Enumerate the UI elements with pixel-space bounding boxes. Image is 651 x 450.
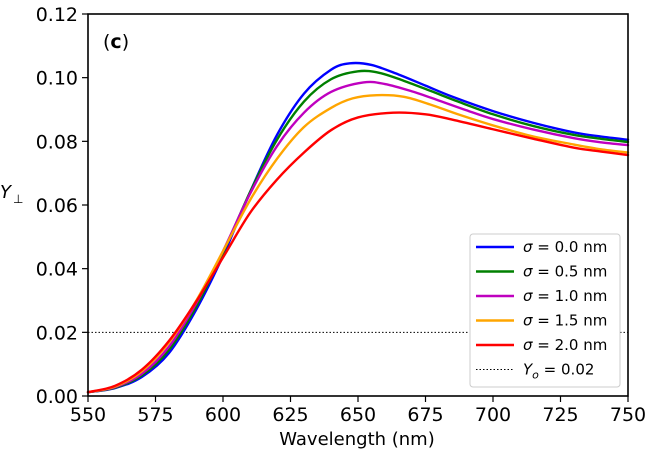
- panel-label: (c): [103, 31, 129, 53]
- y-tick-label: 0.02: [36, 322, 78, 344]
- x-tick-label: 725: [542, 404, 578, 426]
- series-line-4: [86, 111, 630, 394]
- series-line-1: [86, 69, 630, 394]
- legend-label-4: σ = 2.0 nm: [523, 336, 607, 354]
- x-tick-label: 600: [205, 404, 241, 426]
- series-line-2: [86, 80, 630, 394]
- legend-label-3: σ = 1.5 nm: [523, 312, 607, 330]
- x-tick-label: 550: [70, 404, 106, 426]
- x-tick-label: 625: [272, 404, 308, 426]
- x-tick-label: 650: [340, 404, 376, 426]
- y-tick-label: 0.12: [36, 4, 78, 26]
- legend: σ = 0.0 nm σ = 0.5 nm σ = 1.0 nm σ = 1.5 nm…: [469, 233, 621, 388]
- y-tick-label: 0.00: [36, 386, 78, 408]
- x-axis-label: Wavelength (nm): [279, 429, 435, 450]
- legend-label-2: σ = 1.0 nm: [523, 287, 607, 305]
- y-tick-label: 0.04: [36, 259, 78, 281]
- y-tick-label: 0.06: [36, 195, 78, 217]
- x-tick-label: 575: [137, 404, 173, 426]
- legend-label-reference: Yo = 0.02: [523, 361, 594, 382]
- legend-label-1: σ = 0.5 nm: [523, 263, 607, 281]
- x-tick-label: 750: [610, 404, 646, 426]
- y-tick-label: 0.10: [36, 68, 78, 90]
- legend-label-0: σ = 0.0 nm: [523, 238, 607, 256]
- y-axis-label: Y ⊥: [0, 182, 23, 206]
- x-tick-label: 675: [407, 404, 443, 426]
- y-tick-label: 0.08: [36, 131, 78, 153]
- series-line-0: [86, 61, 630, 394]
- x-tick-label: 700: [475, 404, 511, 426]
